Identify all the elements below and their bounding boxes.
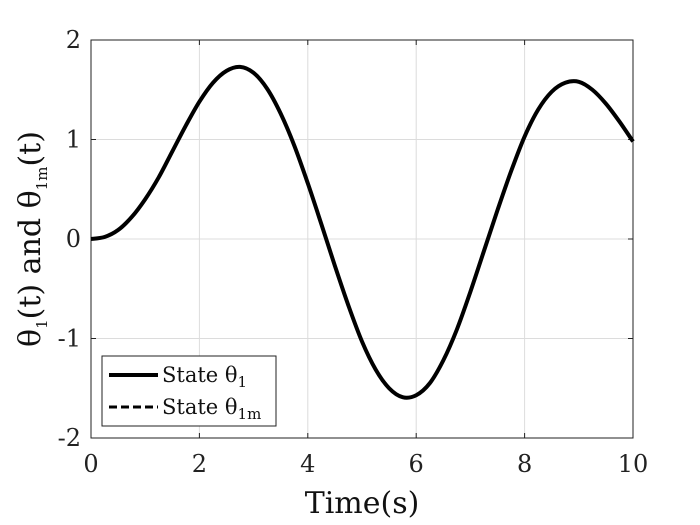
x-tick-label: 0: [83, 450, 98, 478]
legend-box: [101, 355, 277, 427]
x-tick-label: 8: [517, 450, 532, 478]
y-tick-label: 1: [66, 126, 81, 154]
series-layer: [90, 64, 635, 400]
x-tick-label: 4: [300, 450, 315, 478]
x-tick-labels: 0 2 4 6 8 10: [83, 450, 648, 478]
y-axis-label: θ1(t) and θ1m(t): [13, 131, 51, 347]
x-tick-label: 6: [409, 450, 424, 478]
y-tick-label: 0: [66, 225, 81, 253]
y-label-part: (t) and θ: [13, 190, 48, 319]
y-label-part: 1m: [33, 167, 51, 191]
legend-label: State θ1m: [162, 395, 261, 423]
x-axis-label: Time(s): [305, 486, 420, 521]
y-label-part: 1: [33, 319, 51, 329]
series-line-theta-1: [90, 64, 635, 400]
y-label-part: θ: [13, 329, 48, 347]
legend: State θ1 State θ1m: [101, 355, 277, 427]
y-label-part: (t): [13, 131, 48, 166]
x-tick-label: 10: [618, 450, 649, 478]
legend-label: State θ1: [162, 363, 247, 391]
x-tick-label: 2: [192, 450, 207, 478]
y-tick-label: -2: [58, 424, 81, 452]
series-line-theta-1m: [90, 65, 635, 400]
y-tick-label: 2: [66, 26, 81, 54]
y-tick-label: -1: [58, 325, 81, 353]
y-tick-labels: -2 -1 0 1 2: [58, 26, 81, 452]
